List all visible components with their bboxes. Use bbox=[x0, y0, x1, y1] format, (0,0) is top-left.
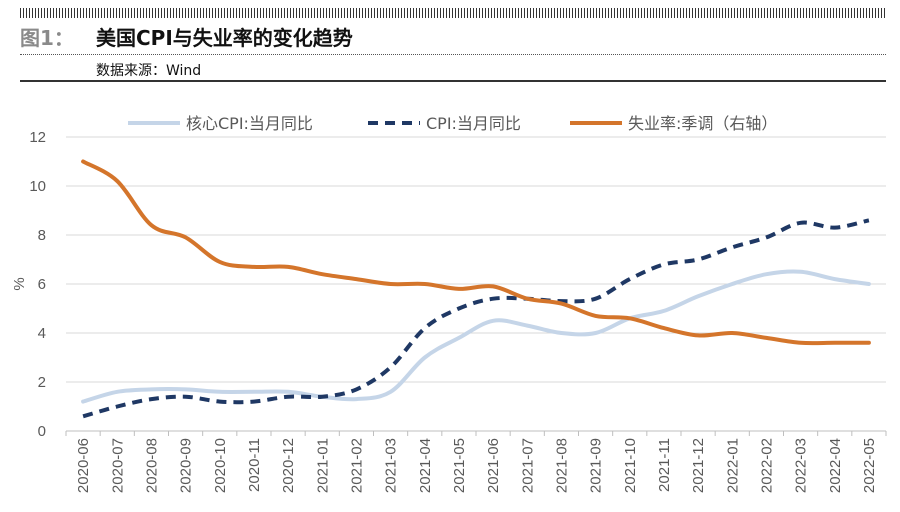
legend-label: 核心CPI:当月同比 bbox=[186, 114, 313, 133]
x-tick-label: 2021-10 bbox=[622, 438, 639, 493]
y-axis-label: % bbox=[11, 277, 28, 290]
y-tick-label: 6 bbox=[38, 276, 46, 293]
x-tick-label: 2022-04 bbox=[827, 438, 844, 493]
x-tick-label: 2022-03 bbox=[793, 438, 810, 493]
y-tick-label: 4 bbox=[38, 325, 46, 342]
x-tick-label: 2020-09 bbox=[178, 438, 195, 493]
x-tick-label: 2021-09 bbox=[588, 438, 605, 493]
series-cpi-line bbox=[82, 218, 870, 419]
x-tick-label: 2021-08 bbox=[553, 438, 570, 493]
x-tick-label: 2021-12 bbox=[690, 438, 707, 493]
x-tick-label: 2021-06 bbox=[485, 438, 502, 493]
header-divider-dotted bbox=[20, 54, 886, 55]
x-tick-label: 2020-07 bbox=[109, 438, 126, 493]
legend-label: CPI:当月同比 bbox=[426, 114, 521, 133]
x-tick-label: 2022-01 bbox=[724, 438, 741, 493]
series-unemployment-line bbox=[81, 159, 871, 346]
x-tick-label: 2020-06 bbox=[75, 438, 92, 493]
x-tick-label: 2021-04 bbox=[417, 438, 434, 493]
x-tick-label: 2021-01 bbox=[314, 438, 331, 493]
y-tick-label: 2 bbox=[38, 374, 46, 391]
x-tick-label: 2020-11 bbox=[246, 438, 263, 492]
y-tick-label: 8 bbox=[38, 227, 46, 244]
x-tick-label: 2022-05 bbox=[861, 438, 878, 493]
legend-label: 失业率:季调（右轴） bbox=[628, 114, 777, 133]
figure-label: 图1： bbox=[20, 26, 74, 50]
x-tick-label: 2020-10 bbox=[212, 438, 229, 493]
x-tick-label: 2020-08 bbox=[143, 438, 160, 493]
y-tick-label: 10 bbox=[29, 178, 46, 195]
x-tick-label: 2021-02 bbox=[348, 438, 365, 493]
x-tick-label: 2021-05 bbox=[451, 438, 468, 493]
x-tick-label: 2022-02 bbox=[758, 438, 775, 493]
figure-title: 美国CPI与失业率的变化趋势 bbox=[96, 26, 353, 50]
header-hatch-bar bbox=[20, 8, 886, 18]
series-core-cpi-line bbox=[81, 269, 871, 404]
x-tick-label: 2020-12 bbox=[280, 438, 297, 493]
y-tick-label: 0 bbox=[38, 423, 46, 440]
x-tick-label: 2021-11 bbox=[656, 438, 673, 492]
y-tick-label: 12 bbox=[29, 129, 46, 146]
header-divider-solid bbox=[20, 80, 886, 82]
x-tick-label: 2021-07 bbox=[519, 438, 536, 493]
data-source: 数据来源：Wind bbox=[96, 63, 202, 79]
x-tick-label: 2021-03 bbox=[383, 438, 400, 493]
